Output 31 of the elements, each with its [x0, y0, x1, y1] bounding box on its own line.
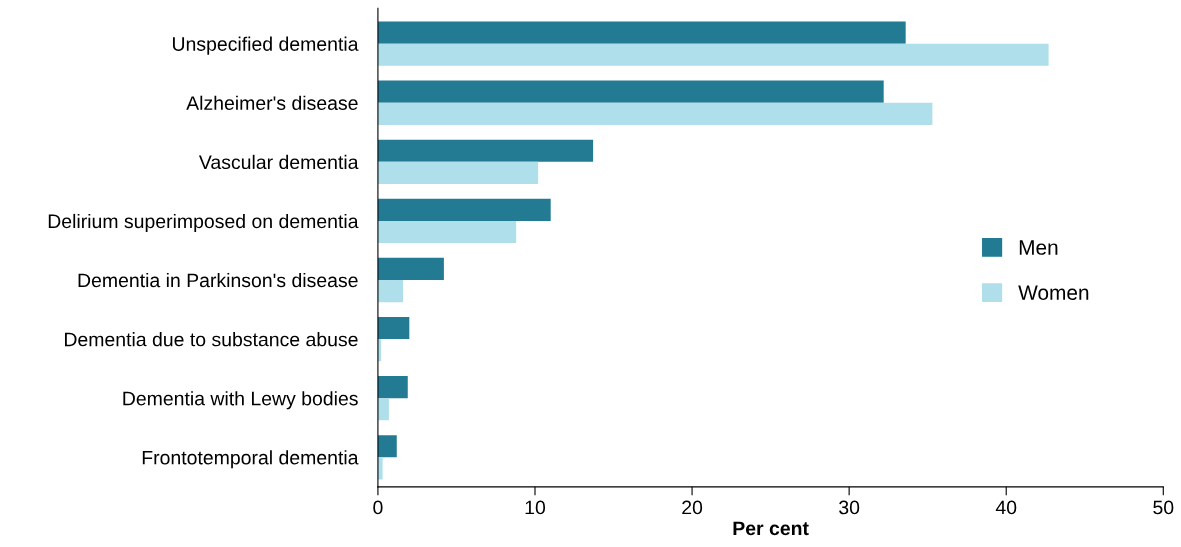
bar	[377, 43, 1049, 66]
bar	[377, 161, 539, 184]
bar	[377, 398, 389, 421]
y-tick-label: Dementia in Parkinson's disease	[78, 272, 358, 288]
x-tick-label: 0	[373, 500, 383, 515]
bar	[377, 80, 884, 103]
y-tick-label: Dementia with Lewy bodies	[123, 391, 358, 410]
bar	[377, 376, 408, 399]
x-tick-label: 30	[839, 500, 860, 515]
y-tick-label: Frontotemporal dementia	[142, 450, 359, 469]
y-tick-label: Alzheimer's disease	[186, 95, 358, 110]
y-tick-label: Dementia due to substance abuse	[64, 332, 358, 347]
y-tick-label: Delirium superimposed on dementia	[48, 213, 359, 233]
bar	[377, 435, 397, 458]
bar	[377, 139, 594, 162]
y-tick-label: Unspecified dementia	[173, 36, 359, 55]
bar	[377, 102, 933, 125]
x-tick-label: 20	[682, 500, 703, 515]
legend-label: Men	[1019, 240, 1058, 255]
x-tick-label: 50	[1153, 500, 1174, 515]
bar	[377, 21, 906, 44]
bar	[377, 220, 517, 244]
y-tick-label: Vascular dementia	[198, 154, 359, 170]
bar	[377, 198, 551, 221]
bar	[377, 280, 404, 303]
x-tick-label: 10	[525, 500, 546, 515]
legend-label: Women	[1018, 285, 1089, 300]
x-axis-title: Per cent	[733, 521, 809, 536]
bar	[377, 316, 410, 340]
x-tick-label: 40	[995, 500, 1017, 515]
bar	[377, 257, 444, 281]
